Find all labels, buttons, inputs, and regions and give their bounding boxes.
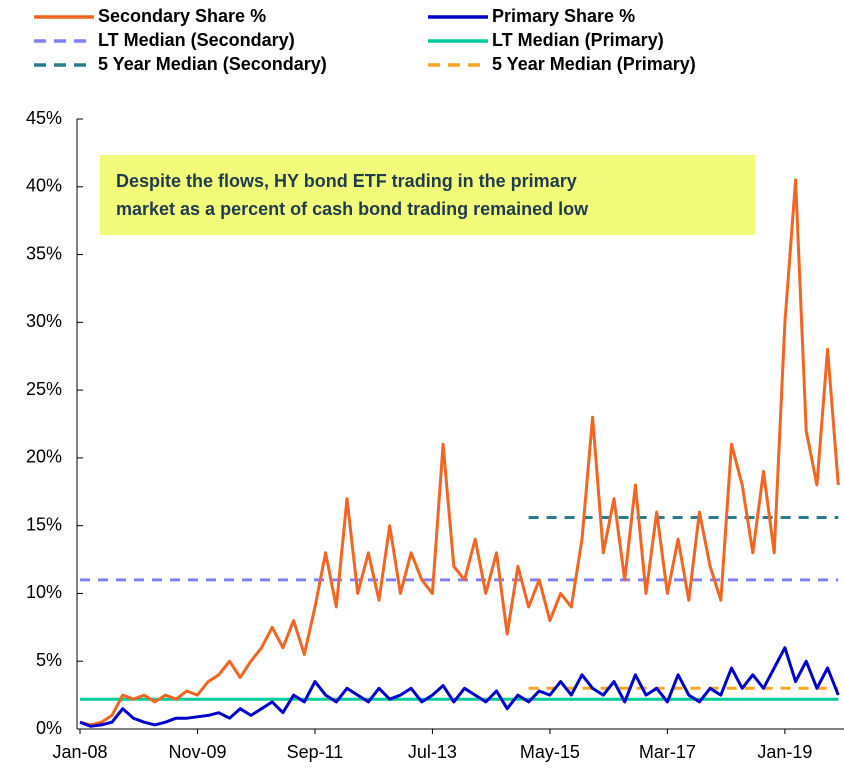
x-tick-label: Sep-11 [287,742,344,762]
x-tick-label: Jan-08 [52,742,107,762]
legend-label: Secondary Share % [98,6,266,26]
series-line [79,646,840,728]
legend-label: 5 Year Median (Primary) [492,54,696,74]
annotation: Despite the flows, HY bond ETF trading i… [116,171,577,191]
y-tick-label: 15% [26,514,62,534]
y-tick-label: 40% [26,176,62,196]
x-tick-label: Mar-17 [639,742,696,762]
annotation: market as a percent of cash bond trading… [116,199,589,219]
y-tick-label: 10% [26,582,62,602]
y-tick-label: 45% [26,108,62,128]
y-tick-label: 30% [26,311,62,331]
legend-label: 5 Year Median (Secondary) [98,54,327,74]
legend-label: LT Median (Secondary) [98,30,295,50]
x-tick-label: May-15 [520,742,580,762]
y-tick-label: 25% [26,379,62,399]
y-tick-label: 20% [26,447,62,467]
x-tick-label: Jul-13 [408,742,457,762]
legend-label: LT Median (Primary) [492,30,664,50]
legend-label: Primary Share % [492,6,635,26]
y-tick-label: 35% [26,243,62,263]
x-tick-label: Nov-09 [168,742,226,762]
series-line [79,178,840,727]
x-tick-label: Jan-19 [757,742,812,762]
y-tick-label: 5% [36,650,62,670]
y-tick-label: 0% [36,718,62,738]
annotation-box [100,155,755,235]
